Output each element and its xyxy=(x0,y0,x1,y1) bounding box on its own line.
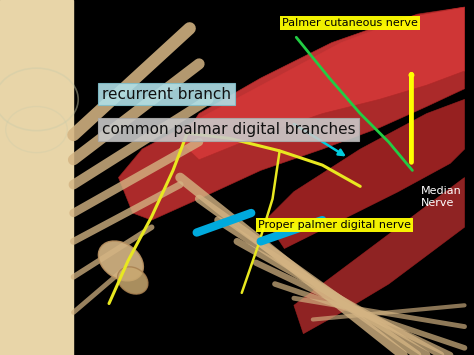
Polygon shape xyxy=(180,7,465,160)
Text: recurrent branch: recurrent branch xyxy=(102,87,231,102)
Text: common palmar digital branches: common palmar digital branches xyxy=(102,122,356,137)
Ellipse shape xyxy=(118,267,148,294)
Ellipse shape xyxy=(99,241,143,281)
Polygon shape xyxy=(118,7,465,220)
Bar xyxy=(0,0,73,355)
Text: Median
Nerve: Median Nerve xyxy=(421,186,462,208)
Text: Palmer cutaneous nerve: Palmer cutaneous nerve xyxy=(282,18,418,28)
Polygon shape xyxy=(265,99,465,248)
Text: Proper palmer digital nerve: Proper palmer digital nerve xyxy=(258,220,411,230)
Polygon shape xyxy=(294,178,465,334)
